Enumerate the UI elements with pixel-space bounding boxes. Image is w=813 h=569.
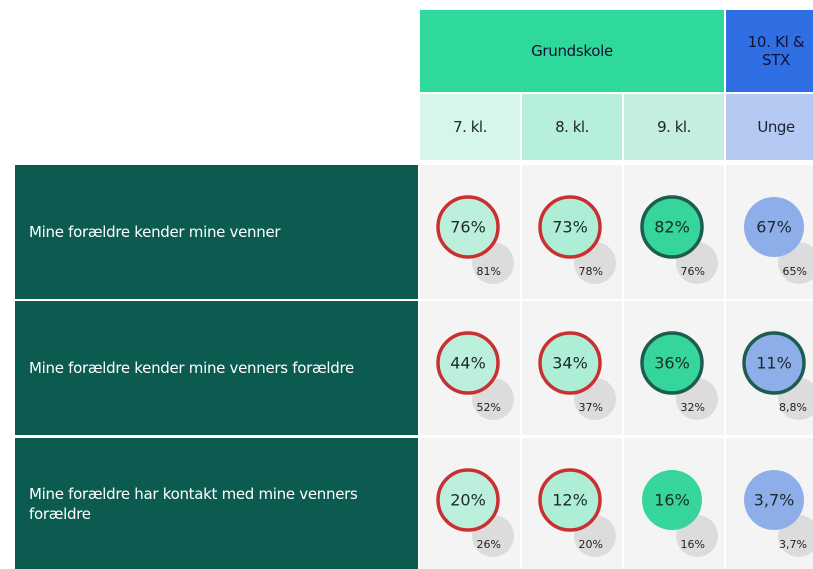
cell: 12% 20% xyxy=(522,438,622,569)
group-header: 10. Kl & STX xyxy=(726,10,813,92)
cell-graphic: 82% 76% xyxy=(640,195,718,284)
cell: 67% 65% xyxy=(726,165,813,299)
value-text: 36% xyxy=(654,354,690,373)
value-circle xyxy=(640,331,704,395)
cell-graphic: 34% 37% xyxy=(538,331,616,420)
value-text: 12% xyxy=(552,491,588,510)
cell-graphic: 12% 20% xyxy=(538,468,616,557)
comparison-text: 37% xyxy=(579,401,603,414)
comparison-text: 26% xyxy=(477,538,501,551)
cell-graphic: 73% 78% xyxy=(538,195,616,284)
cell: 36% 32% xyxy=(624,301,724,435)
comparison-text: 20% xyxy=(579,538,603,551)
value-circle xyxy=(538,468,602,532)
cell: 76% 81% xyxy=(420,165,520,299)
comparison-text: 32% xyxy=(681,401,705,414)
cell: 11% 8,8% xyxy=(726,301,813,435)
cell-graphic: 76% 81% xyxy=(436,195,514,284)
cell: 34% 37% xyxy=(522,301,622,435)
cell-graphic: 36% 32% xyxy=(640,331,718,420)
comparison-text: 16% xyxy=(681,538,705,551)
column-header: Unge xyxy=(726,94,813,160)
value-circle xyxy=(436,331,500,395)
cell: 82% 76% xyxy=(624,165,724,299)
comparison-text: 78% xyxy=(579,265,603,278)
cell: 73% 78% xyxy=(522,165,622,299)
value-text: 44% xyxy=(450,354,486,373)
value-circle xyxy=(744,197,804,257)
value-text: 82% xyxy=(654,218,690,237)
cell-graphic: 16% 16% xyxy=(642,470,718,557)
cell-graphic: 11% 8,8% xyxy=(742,331,813,420)
value-text: 67% xyxy=(756,218,792,237)
value-text: 3,7% xyxy=(754,491,795,510)
value-circle xyxy=(538,195,602,259)
row-label: Mine forældre har kontakt med mine venne… xyxy=(15,438,418,569)
value-circle xyxy=(640,195,704,259)
comparison-text: 81% xyxy=(477,265,501,278)
value-text: 16% xyxy=(654,491,690,510)
comparison-text: 65% xyxy=(783,265,807,278)
column-header: 7. kl. xyxy=(420,94,520,160)
value-circle xyxy=(538,331,602,395)
cell: 44% 52% xyxy=(420,301,520,435)
value-circle xyxy=(436,468,500,532)
value-text: 34% xyxy=(552,354,588,373)
cell: 20% 26% xyxy=(420,438,520,569)
value-text: 20% xyxy=(450,491,486,510)
row-label: Mine forældre kender mine venner xyxy=(15,165,418,299)
comparison-text: 76% xyxy=(681,265,705,278)
value-text: 11% xyxy=(756,354,792,373)
value-text: 76% xyxy=(450,218,486,237)
row-label: Mine forældre kender mine venners foræld… xyxy=(15,301,418,435)
value-circle xyxy=(642,470,702,530)
value-circle xyxy=(744,470,804,530)
cell: 16% 16% xyxy=(624,438,724,569)
comparison-text: 8,8% xyxy=(779,401,807,414)
column-header: 8. kl. xyxy=(522,94,622,160)
cell-graphic: 3,7% 3,7% xyxy=(744,470,813,557)
value-circle xyxy=(436,195,500,259)
value-text: 73% xyxy=(552,218,588,237)
value-circle xyxy=(742,331,806,395)
comparison-text: 3,7% xyxy=(779,538,807,551)
cell-graphic: 67% 65% xyxy=(744,197,813,284)
cell-graphic: 44% 52% xyxy=(436,331,514,420)
cell-graphic: 20% 26% xyxy=(436,468,514,557)
comparison-text: 52% xyxy=(477,401,501,414)
group-header: Grundskole xyxy=(420,10,724,92)
column-header: 9. kl. xyxy=(624,94,724,160)
cell: 3,7% 3,7% xyxy=(726,438,813,569)
